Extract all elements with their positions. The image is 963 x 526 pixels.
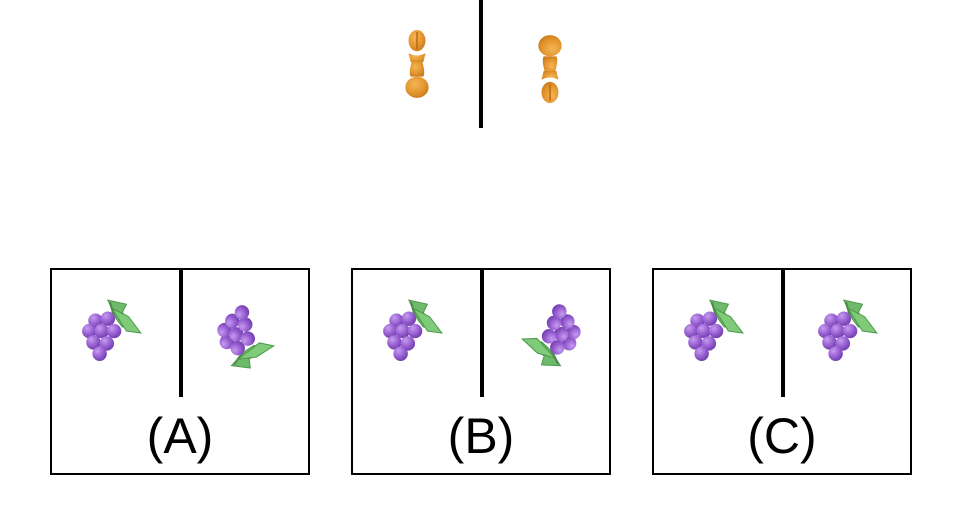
reference-divider	[479, 0, 483, 128]
option-b[interactable]: (B)	[351, 268, 611, 475]
grape-icon	[204, 293, 288, 382]
option-label: (B)	[447, 408, 515, 464]
option-divider	[480, 270, 484, 397]
option-label: (A)	[146, 408, 214, 464]
option-divider	[179, 270, 183, 397]
grape-icon	[682, 296, 746, 367]
reference-panel	[380, 0, 580, 130]
option-c[interactable]: (C)	[652, 268, 912, 475]
option-a[interactable]: (A)	[50, 268, 310, 475]
pawn-icon	[535, 28, 565, 104]
pawn-icon	[402, 29, 432, 105]
grape-icon	[381, 296, 445, 367]
grape-icon	[80, 296, 144, 367]
option-label: (C)	[747, 408, 817, 464]
option-divider	[781, 270, 785, 397]
grape-icon	[816, 296, 880, 367]
grape-icon	[513, 295, 588, 376]
